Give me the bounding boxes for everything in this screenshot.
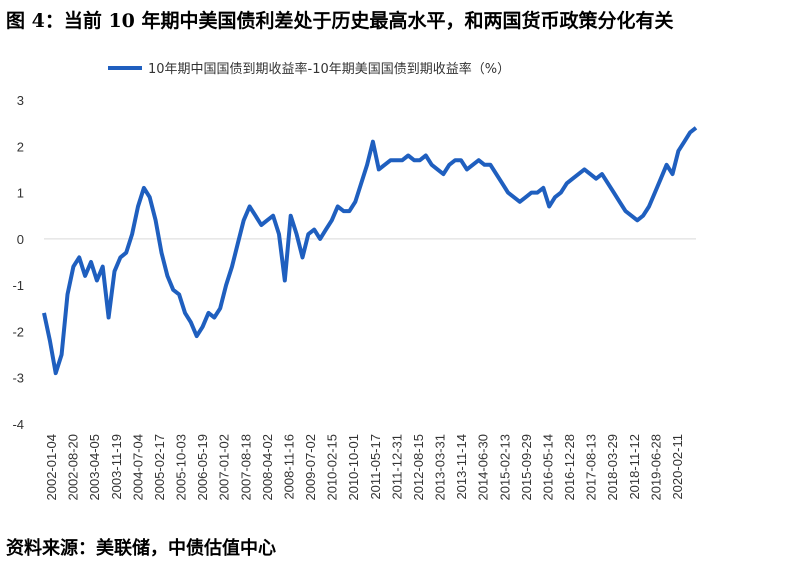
x-tick-label: 2011-12-31: [389, 434, 404, 500]
x-tick-label: 2018-03-29: [605, 434, 620, 501]
x-tick-label: 2016-12-28: [562, 434, 577, 501]
y-tick-label: -3: [12, 371, 24, 386]
x-tick-label: 2007-08-18: [238, 434, 253, 501]
x-tick-label: 2010-02-15: [325, 434, 340, 501]
x-tick-label: 2015-09-29: [519, 434, 534, 501]
x-tick-label: 2017-08-13: [584, 434, 599, 501]
x-tick-label: 2019-06-28: [648, 434, 663, 501]
x-tick-label: 2008-11-16: [281, 434, 296, 500]
y-tick-label: -2: [12, 324, 24, 339]
x-tick-label: 2014-06-30: [476, 434, 491, 501]
x-tick-label: 2007-01-02: [217, 434, 232, 501]
x-tick-label: 2002-08-20: [66, 434, 81, 501]
x-tick-label: 2008-04-02: [260, 434, 275, 501]
y-tick-label: -4: [12, 417, 24, 432]
x-tick-label: 2009-07-02: [303, 434, 318, 501]
x-tick-label: 2003-11-19: [109, 434, 124, 500]
legend: 10年期中国国债到期收益率-10年期美国国债到期收益率（%）: [108, 61, 510, 77]
x-tick-label: 2005-02-17: [152, 434, 167, 501]
x-tick-label: 2002-01-04: [44, 434, 59, 501]
y-tick-label: 1: [17, 186, 24, 201]
x-tick-label: 2013-03-31: [433, 434, 448, 501]
x-tick-label: 2020-02-11: [670, 434, 685, 500]
x-tick-label: 2004-07-04: [130, 434, 145, 501]
x-tick-label: 2010-10-01: [346, 434, 361, 501]
x-tick-label: 2016-05-14: [540, 434, 555, 501]
y-tick-label: 2: [17, 139, 24, 154]
x-tick-label: 2006-05-19: [195, 434, 210, 501]
y-tick-label: 3: [17, 93, 24, 108]
x-tick-label: 2013-11-14: [454, 434, 469, 500]
x-tick-label: 2018-11-12: [627, 434, 642, 500]
source-note: 资料来源：美联储，中债估值中心: [6, 538, 276, 559]
chart-title: 图 4：当前 10 年期中美国债利差处于历史最高水平，和两国货币政策分化有关: [6, 10, 674, 32]
x-tick-label: 2005-10-03: [174, 434, 189, 501]
x-tick-label: 2011-05-17: [368, 434, 383, 500]
y-tick-label: 0: [17, 232, 24, 247]
x-tick-label: 2015-02-13: [497, 434, 512, 501]
x-tick-label: 2003-04-05: [87, 434, 102, 501]
legend-label: 10年期中国国债到期收益率-10年期美国国债到期收益率（%）: [148, 61, 510, 77]
y-tick-label: -1: [12, 278, 24, 293]
series-line: [42, 126, 698, 376]
x-tick-label: 2012-08-15: [411, 434, 426, 501]
